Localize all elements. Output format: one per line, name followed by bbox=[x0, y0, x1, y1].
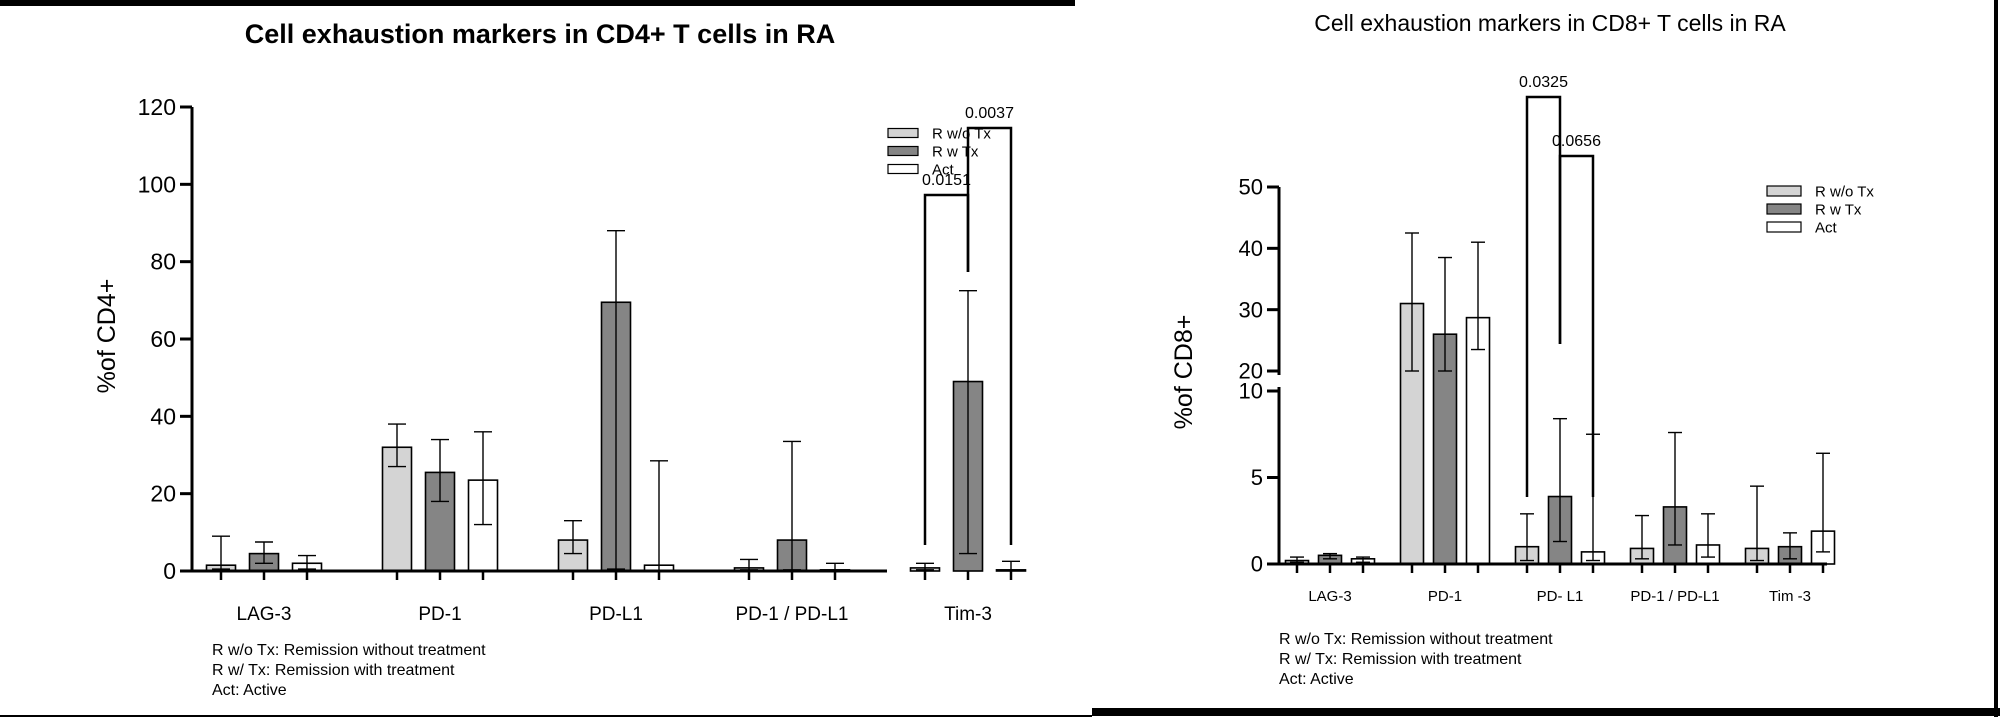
x-category-label: PD-1 / PD-L1 bbox=[736, 604, 849, 625]
significance-annotations: 0.0151 0.0037 bbox=[922, 105, 1014, 545]
legend-label: Act bbox=[932, 161, 955, 178]
footnotes: R w/o Tx: Remission without treatment R … bbox=[212, 642, 486, 699]
chart-cd8: Cell exhaustion markers in CD8+ T cells … bbox=[1170, 10, 1874, 688]
x-axis-ticks: LAG-3 PD-1 PD-L1 PD-1 / PD-L1 Tim-3 bbox=[192, 569, 1013, 625]
p-value-label: 0.0037 bbox=[965, 105, 1014, 122]
y-tick-label: 60 bbox=[150, 326, 176, 352]
legend-label: R w Tx bbox=[932, 143, 979, 160]
bar bbox=[381, 446, 413, 572]
y-tick-label: 100 bbox=[138, 171, 176, 197]
significance-bracket bbox=[966, 126, 1013, 545]
y-tick-label: 30 bbox=[1239, 297, 1263, 322]
legend-label: Act bbox=[1815, 219, 1838, 236]
axis-break-gap bbox=[1270, 375, 1790, 387]
footnote-line: R w/o Tx: Remission without treatment bbox=[1279, 631, 1553, 648]
y-tick-label: 10 bbox=[1239, 379, 1263, 404]
legend-swatch bbox=[887, 145, 919, 157]
bars bbox=[1284, 232, 1836, 565]
chart-title: Cell exhaustion markers in CD4+ T cells … bbox=[245, 19, 835, 49]
y-tick-label: 80 bbox=[150, 249, 176, 275]
y-tick-label: 50 bbox=[1239, 175, 1263, 200]
x-axis-ticks: LAG-3 PD-1 PD- L1 PD-1 / PD-L1 Tim -3 bbox=[1279, 562, 1827, 605]
y-tick-label: 120 bbox=[138, 94, 176, 120]
y-axis-label: %of CD4+ bbox=[93, 279, 121, 394]
y-tick-label: 0 bbox=[163, 558, 176, 584]
x-category-label: LAG-3 bbox=[1308, 588, 1351, 605]
x-category-label: Tim-3 bbox=[944, 604, 992, 625]
p-value-label: 0.0656 bbox=[1552, 133, 1601, 150]
x-category-label: PD-1 bbox=[1428, 588, 1462, 605]
y-tick-label: 20 bbox=[1239, 359, 1263, 384]
legend-swatch bbox=[1766, 203, 1802, 215]
legend-swatch bbox=[1766, 221, 1802, 233]
chart-cd4: Cell exhaustion markers in CD4+ T cells … bbox=[93, 19, 1027, 699]
footnote-line: R w/ Tx: Remission with treatment bbox=[1279, 651, 1522, 668]
y-axis-ticks: 0 20 40 60 80 100 120 bbox=[138, 94, 194, 584]
x-category-label: Tim -3 bbox=[1769, 588, 1811, 605]
x-category-label: PD- L1 bbox=[1537, 588, 1584, 605]
p-value-label: 0.0325 bbox=[1519, 74, 1568, 91]
legend-swatch bbox=[887, 163, 919, 175]
p-value-label: 0.0151 bbox=[922, 172, 971, 189]
y-tick-label: 20 bbox=[150, 481, 176, 507]
x-category-label: PD-1 / PD-L1 bbox=[1630, 588, 1719, 605]
significance-bracket bbox=[1525, 95, 1562, 497]
bar bbox=[1465, 316, 1491, 565]
footnote-line: R w/o Tx: Remission without treatment bbox=[212, 642, 486, 659]
legend-label: R w/o Tx bbox=[1815, 183, 1874, 200]
bars bbox=[205, 230, 1027, 572]
x-category-label: LAG-3 bbox=[237, 604, 292, 625]
significance-annotations: 0.0325 0.0656 bbox=[1519, 74, 1601, 497]
x-category-label: PD-1 bbox=[418, 604, 461, 625]
legend-swatch bbox=[887, 127, 919, 139]
footnote-line: Act: Active bbox=[1279, 671, 1354, 688]
footnote-line: Act: Active bbox=[212, 682, 287, 699]
legend-label: R w/o Tx bbox=[932, 125, 991, 142]
chart-title: Cell exhaustion markers in CD8+ T cells … bbox=[1314, 10, 1786, 36]
y-tick-label: 5 bbox=[1251, 465, 1263, 490]
footnote-line: R w/ Tx: Remission with treatment bbox=[212, 662, 455, 679]
significance-bracket bbox=[1558, 154, 1595, 497]
legend-label: R w Tx bbox=[1815, 201, 1862, 218]
footnotes: R w/o Tx: Remission without treatment R … bbox=[1279, 631, 1553, 688]
legend-swatch bbox=[1766, 185, 1802, 197]
y-axis-label: %of CD8+ bbox=[1170, 315, 1198, 430]
y-tick-label: 40 bbox=[150, 403, 176, 429]
y-tick-label: 40 bbox=[1239, 236, 1263, 261]
x-category-label: PD-L1 bbox=[589, 604, 643, 625]
y-tick-label: 0 bbox=[1251, 552, 1263, 577]
